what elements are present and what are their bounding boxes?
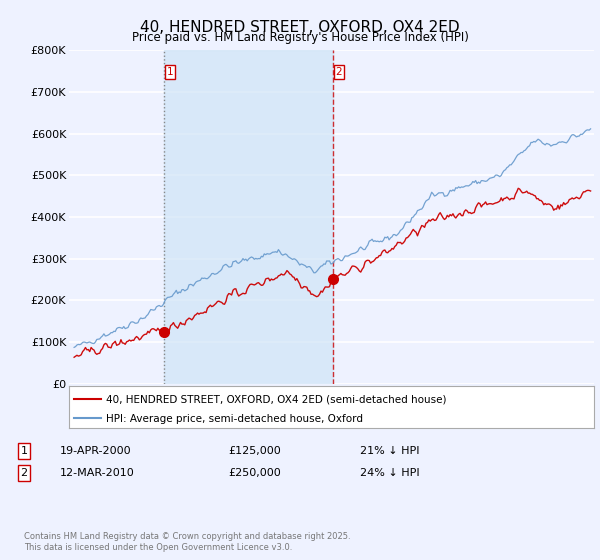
Text: £125,000: £125,000 xyxy=(228,446,281,456)
Text: 2: 2 xyxy=(20,468,28,478)
Text: 12-MAR-2010: 12-MAR-2010 xyxy=(60,468,135,478)
Text: 1: 1 xyxy=(20,446,28,456)
Text: 40, HENDRED STREET, OXFORD, OX4 2ED (semi-detached house): 40, HENDRED STREET, OXFORD, OX4 2ED (sem… xyxy=(106,395,446,405)
Text: 21% ↓ HPI: 21% ↓ HPI xyxy=(360,446,419,456)
Text: 2: 2 xyxy=(335,67,342,77)
Text: 40, HENDRED STREET, OXFORD, OX4 2ED: 40, HENDRED STREET, OXFORD, OX4 2ED xyxy=(140,20,460,35)
Text: 1: 1 xyxy=(167,67,173,77)
Text: 19-APR-2000: 19-APR-2000 xyxy=(60,446,131,456)
Text: 24% ↓ HPI: 24% ↓ HPI xyxy=(360,468,419,478)
Text: Contains HM Land Registry data © Crown copyright and database right 2025.
This d: Contains HM Land Registry data © Crown c… xyxy=(24,532,350,552)
Text: Price paid vs. HM Land Registry's House Price Index (HPI): Price paid vs. HM Land Registry's House … xyxy=(131,31,469,44)
Text: £250,000: £250,000 xyxy=(228,468,281,478)
Bar xyxy=(164,50,333,384)
Text: HPI: Average price, semi-detached house, Oxford: HPI: Average price, semi-detached house,… xyxy=(106,414,363,424)
